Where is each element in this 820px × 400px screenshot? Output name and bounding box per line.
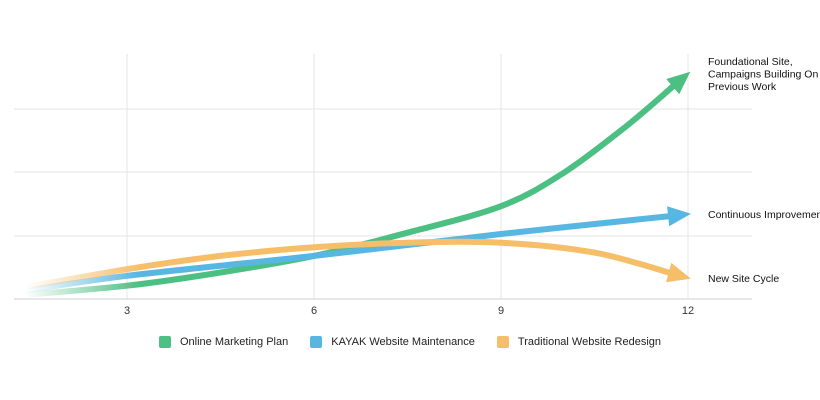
legend-swatch xyxy=(310,336,323,348)
x-tick-label: 3 xyxy=(124,305,130,317)
arrowhead-icon xyxy=(666,71,691,95)
online-marketing-plan-line xyxy=(14,82,678,299)
series-annotation: Continuous Improvement xyxy=(708,209,820,221)
legend-swatch xyxy=(496,336,509,348)
annotation-layer: Foundational Site, Campaigns Building On P… xyxy=(708,56,820,285)
legend-label: KAYAK Website Maintenance xyxy=(331,336,475,348)
series-layer xyxy=(14,71,691,299)
legend-swatch xyxy=(159,336,171,348)
legend: Online Marketing Plan KAYAK Website Main… xyxy=(0,336,820,348)
kayak-website-maintenance-line xyxy=(14,213,672,296)
series-annotation: New Site Cycle xyxy=(708,273,779,285)
x-axis-ticks: 3 6 9 12 xyxy=(124,305,694,317)
traditional-website-redesign-line xyxy=(14,238,673,293)
arrowhead-icon xyxy=(667,206,691,227)
x-tick-label: 12 xyxy=(682,305,694,317)
legend-item-traditional-website-redesign: Traditional Website Redesign xyxy=(496,336,661,348)
legend-item-kayak-website-maintenance: KAYAK Website Maintenance xyxy=(310,336,475,348)
legend-label: Traditional Website Redesign xyxy=(517,336,661,348)
x-tick-label: 6 xyxy=(311,305,317,317)
arrowhead-icon xyxy=(666,262,691,283)
grid xyxy=(14,54,752,300)
series-annotation: Foundational Site, Campaigns Building On P… xyxy=(708,56,818,93)
x-tick-label: 9 xyxy=(498,305,504,317)
legend-item-online-marketing-plan: Online Marketing Plan xyxy=(159,336,288,348)
legend-label: Online Marketing Plan xyxy=(180,336,289,348)
